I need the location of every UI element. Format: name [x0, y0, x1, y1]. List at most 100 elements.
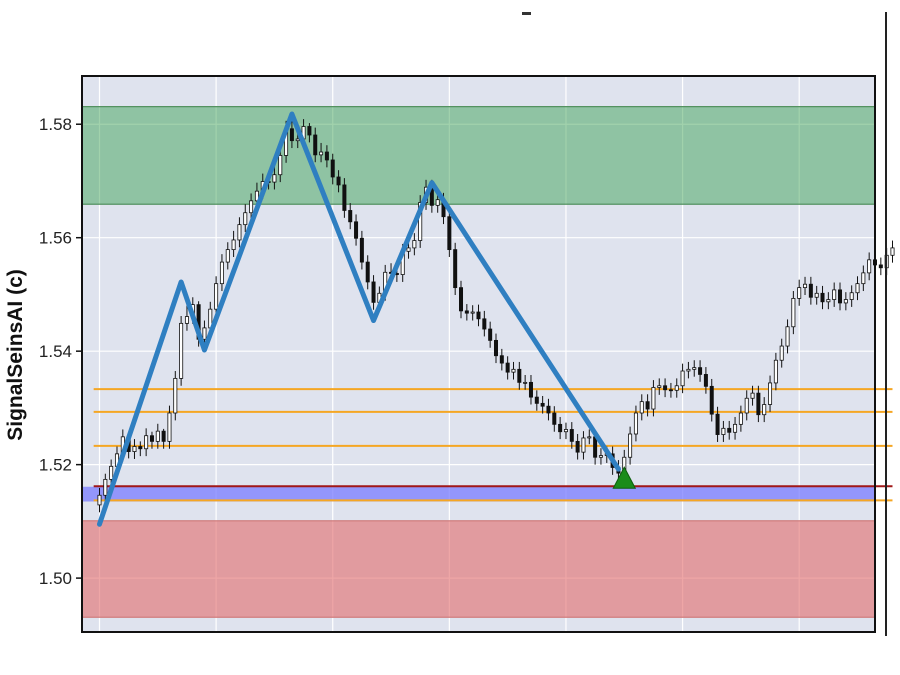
- y-axis: 1.50 1.52 1.54 1.56 1.58: [39, 115, 82, 588]
- candle-body: [838, 289, 843, 304]
- candle-body: [447, 216, 452, 251]
- candle-body: [97, 494, 102, 506]
- candle-body: [680, 370, 685, 387]
- candle-body: [639, 401, 644, 414]
- candle-body: [563, 429, 568, 433]
- candle-body: [575, 440, 580, 453]
- candle-body: [528, 381, 533, 398]
- candle-body: [307, 126, 312, 136]
- candle-body: [289, 128, 294, 142]
- y-tick-label: 1.56: [39, 229, 72, 248]
- candle-body: [144, 435, 149, 450]
- zones: [81, 106, 876, 618]
- candle-body: [319, 151, 324, 156]
- candle-body: [511, 368, 516, 373]
- zigzag: [96, 111, 621, 527]
- candle-body: [727, 427, 732, 433]
- candle-body: [651, 387, 656, 410]
- y-tick-label: 1.50: [39, 569, 72, 588]
- pivot-zone: [82, 486, 875, 502]
- candle-body: [546, 405, 551, 414]
- candle-body: [371, 281, 376, 303]
- candle-body: [581, 437, 586, 453]
- candle-body: [808, 283, 813, 298]
- demand-zone: [81, 520, 876, 618]
- buy-triangle-marker: [612, 466, 637, 489]
- candle-body: [313, 134, 318, 156]
- candle-body: [324, 151, 329, 161]
- candle-body: [412, 240, 417, 249]
- candle-body: [569, 429, 574, 442]
- candle-body: [703, 374, 708, 387]
- candle-body: [762, 404, 767, 416]
- candle-body: [668, 389, 673, 392]
- candles: [97, 117, 895, 513]
- candle-body: [738, 412, 743, 425]
- candle-body: [523, 381, 528, 384]
- candle-body: [797, 287, 802, 299]
- candle-body: [750, 392, 755, 399]
- candle-body: [843, 299, 848, 304]
- candle-body: [878, 264, 883, 269]
- candle-body: [342, 184, 347, 211]
- plot-frame: [81, 75, 876, 633]
- candle-body: [785, 326, 790, 347]
- candle-body: [558, 423, 563, 433]
- candle-body: [249, 200, 254, 214]
- candle-body: [534, 396, 539, 404]
- candle-body: [692, 367, 697, 370]
- candle-body: [715, 413, 720, 435]
- candle-body: [354, 221, 359, 239]
- candle-body: [435, 199, 440, 206]
- candle-body: [161, 430, 166, 442]
- candle-body: [243, 212, 248, 226]
- candle-body: [138, 446, 143, 450]
- candle-body: [505, 362, 510, 373]
- candle-body: [645, 401, 650, 410]
- candle-body: [587, 436, 592, 439]
- candle-body: [459, 287, 464, 312]
- top-mark: [522, 12, 531, 15]
- zigzag-line: [96, 111, 621, 527]
- candle-body: [633, 412, 638, 435]
- candle-body: [453, 249, 458, 289]
- candle-body: [202, 327, 207, 340]
- candle-body: [832, 289, 837, 300]
- candle-body: [482, 318, 487, 330]
- candle-body: [103, 478, 108, 496]
- candle-body: [214, 283, 219, 310]
- candle-body: [849, 292, 854, 300]
- candle-body: [167, 412, 172, 442]
- candle-body: [826, 299, 831, 303]
- candle-body: [237, 224, 242, 241]
- candle-body: [744, 397, 749, 414]
- candle-body: [132, 446, 137, 452]
- candle-body: [348, 210, 353, 223]
- marker: [612, 466, 637, 489]
- candle-body: [359, 237, 364, 263]
- y-tick-label: 1.52: [39, 456, 72, 475]
- candle-body: [336, 176, 341, 186]
- candle-body: [674, 385, 679, 391]
- candle-body: [779, 345, 784, 361]
- candle-body: [686, 368, 691, 372]
- candle-body: [721, 427, 726, 435]
- candle-body: [820, 292, 825, 303]
- y-axis-label: SignalSeinsAI (c): [4, 269, 27, 441]
- candle-body: [272, 174, 277, 183]
- candle-body: [109, 465, 114, 480]
- candle-body: [470, 311, 475, 314]
- candle-body: [593, 436, 598, 458]
- candle-body: [867, 259, 872, 274]
- candle-body: [173, 377, 178, 414]
- candle-body: [540, 402, 545, 407]
- candle-body: [803, 283, 808, 289]
- candle-body: [517, 368, 522, 383]
- candle-body: [365, 261, 370, 283]
- candle-body: [855, 283, 860, 294]
- candle-body: [488, 328, 493, 341]
- candle-body: [493, 339, 498, 357]
- candle-body: [709, 385, 714, 415]
- candle-body: [598, 455, 603, 458]
